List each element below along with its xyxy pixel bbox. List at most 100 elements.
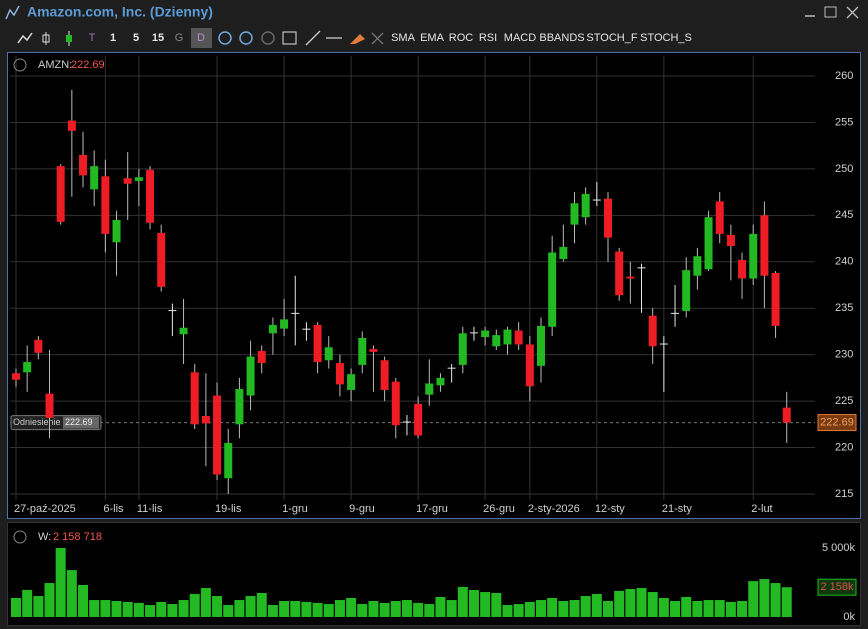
candle-body	[715, 201, 724, 234]
bar-chart-tool[interactable]	[42, 32, 50, 45]
toolbar-button[interactable]: STOCH_F	[586, 32, 637, 44]
volume-current: 2 158 718	[53, 531, 102, 543]
volume-bar	[625, 588, 636, 617]
toolbar-button[interactable]: T	[89, 32, 96, 44]
x-tick-label: 9-gru	[349, 503, 375, 515]
toolbar-button[interactable]: G	[175, 32, 184, 44]
candle-body	[626, 276, 635, 279]
candle-body	[201, 415, 210, 424]
print-tool[interactable]	[282, 31, 297, 45]
toolbar-button[interactable]: STOCH_S	[640, 32, 692, 44]
price-marker-label: 222.69	[820, 416, 854, 428]
clear-tool[interactable]	[371, 32, 384, 45]
candle-body	[123, 178, 132, 184]
candle-body	[648, 315, 657, 347]
candle-body	[592, 199, 601, 201]
toolbar	[17, 28, 384, 48]
y-tick-label: 235	[835, 302, 853, 314]
candle-body	[146, 169, 155, 223]
price-marker-box	[817, 414, 857, 432]
candle-body	[659, 343, 668, 345]
volume-bar	[245, 596, 256, 617]
candle-body	[581, 193, 590, 218]
volume-bar	[670, 600, 681, 617]
reference-value-bg	[63, 416, 99, 429]
volume-bar	[167, 604, 178, 617]
trendline-tool[interactable]	[305, 30, 321, 46]
candle-body	[302, 328, 311, 330]
candle-body	[112, 219, 121, 243]
y-tick-label: 260	[835, 70, 853, 82]
volume-bar	[658, 597, 669, 617]
candle-body	[514, 330, 523, 345]
candle-body	[23, 362, 32, 373]
volume-bar	[346, 597, 357, 617]
candle-body	[324, 347, 333, 361]
toolbar-button[interactable]: D	[197, 32, 205, 44]
candle-body	[134, 177, 143, 181]
candle-body	[682, 270, 691, 312]
volume-bar	[379, 602, 390, 617]
x-tick-label: 12-sty	[595, 503, 625, 515]
candle-body	[268, 324, 277, 334]
volume-bar	[357, 604, 368, 617]
volume-bar	[156, 601, 167, 617]
x-tick-label: 17-gru	[416, 503, 448, 515]
maximize-button[interactable]	[824, 6, 837, 18]
app-icon	[5, 5, 20, 20]
volume-bar	[725, 601, 736, 617]
y-tick-label: 215	[835, 488, 853, 500]
candle-body	[246, 356, 255, 396]
x-tick-label: 21-sty	[662, 503, 692, 515]
toolbar-button[interactable]: 15	[152, 32, 164, 44]
candle-body	[726, 234, 735, 246]
candle-body	[548, 252, 557, 327]
volume-bar	[133, 602, 144, 617]
candle-body	[458, 333, 467, 365]
candle-body	[358, 337, 367, 365]
volume-bar	[290, 600, 301, 617]
reset-zoom-tool[interactable]	[261, 31, 275, 45]
candle-body	[637, 267, 646, 269]
toolbar-button[interactable]: ROC	[449, 32, 474, 44]
volume-bar	[111, 600, 122, 617]
y-tick-label: 255	[835, 116, 853, 128]
volume-bar	[737, 600, 748, 617]
candle-body	[190, 372, 199, 425]
toolbar-button[interactable]: MACD	[504, 32, 536, 44]
volume-bar	[535, 600, 546, 617]
zoom-in-tool[interactable]	[218, 31, 232, 45]
volume-bar	[122, 601, 133, 617]
toolbar-button[interactable]: BBANDS	[539, 32, 584, 44]
line-chart-tool[interactable]	[17, 32, 33, 44]
candle-body	[760, 215, 769, 276]
toolbar-button[interactable]: RSI	[479, 32, 497, 44]
volume-bar	[301, 601, 312, 617]
volume-bar	[44, 583, 55, 617]
close-button[interactable]	[846, 6, 859, 19]
toolbar-button[interactable]: SMA	[391, 32, 416, 44]
volume-bar	[178, 600, 189, 617]
candle-body	[704, 217, 713, 270]
volume-bar	[446, 600, 457, 617]
move-handle[interactable]	[13, 530, 27, 544]
reference-value: 222.69	[65, 417, 93, 427]
volume-bar	[413, 602, 424, 617]
y-tick-label: 240	[835, 256, 853, 268]
move-handle[interactable]	[13, 58, 27, 72]
candle-body	[425, 383, 434, 395]
volume-bar	[223, 604, 234, 617]
candle-body	[615, 251, 624, 296]
volume-bar	[603, 600, 614, 617]
toolbar-button[interactable]: EMA	[420, 32, 445, 44]
y-tick-label: 5 000k	[822, 542, 856, 554]
candle-body	[67, 120, 76, 131]
candle-body	[34, 339, 43, 353]
eraser-tool[interactable]	[350, 34, 365, 44]
toolbar-button[interactable]: 5	[133, 32, 139, 44]
zoom-out-tool[interactable]	[239, 31, 253, 45]
candle-chart-tool[interactable]	[66, 35, 72, 42]
toolbar-button[interactable]: 1	[110, 32, 116, 44]
volume-bar	[591, 593, 602, 617]
